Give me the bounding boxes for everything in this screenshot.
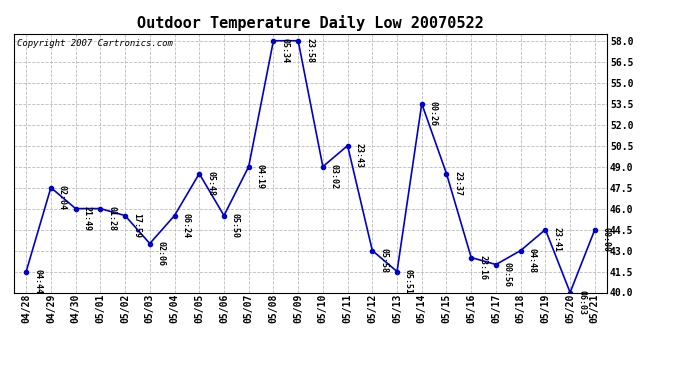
Text: 00:56: 00:56 (503, 262, 512, 287)
Text: Copyright 2007 Cartronics.com: Copyright 2007 Cartronics.com (17, 39, 172, 48)
Text: 23:37: 23:37 (453, 171, 462, 196)
Text: 06:03: 06:03 (577, 290, 586, 315)
Text: 17:59: 17:59 (132, 213, 141, 238)
Text: 23:16: 23:16 (478, 255, 487, 280)
Text: 23:43: 23:43 (355, 143, 364, 168)
Text: 02:04: 02:04 (58, 185, 67, 210)
Title: Outdoor Temperature Daily Low 20070522: Outdoor Temperature Daily Low 20070522 (137, 15, 484, 31)
Text: 23:41: 23:41 (552, 227, 562, 252)
Text: 23:58: 23:58 (305, 38, 314, 63)
Text: 00:00: 00:00 (602, 227, 611, 252)
Text: 04:44: 04:44 (33, 269, 42, 294)
Text: 04:19: 04:19 (255, 164, 265, 189)
Text: 01:28: 01:28 (107, 206, 117, 231)
Text: 02:06: 02:06 (157, 241, 166, 266)
Text: 05:34: 05:34 (280, 38, 289, 63)
Text: 21:49: 21:49 (83, 206, 92, 231)
Text: 03:02: 03:02 (330, 164, 339, 189)
Text: 05:51: 05:51 (404, 269, 413, 294)
Text: 05:50: 05:50 (231, 213, 240, 238)
Text: 05:48: 05:48 (206, 171, 215, 196)
Text: 00:26: 00:26 (428, 101, 437, 126)
Text: 06:24: 06:24 (181, 213, 190, 238)
Text: 05:58: 05:58 (380, 248, 388, 273)
Text: 04:48: 04:48 (528, 248, 537, 273)
